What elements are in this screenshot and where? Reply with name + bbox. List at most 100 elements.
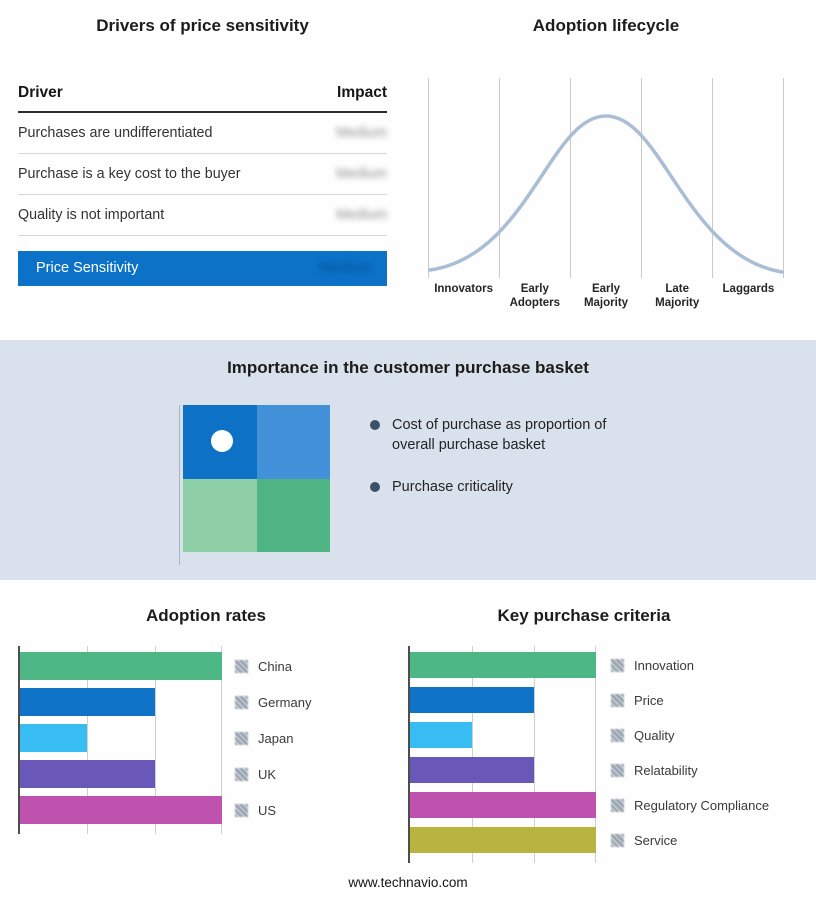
drivers-title: Drivers of price sensitivity — [96, 16, 309, 35]
adoption-rates-chart: China Germany Japan UK US — [18, 646, 311, 834]
bar-area — [408, 646, 596, 863]
legend-label: UK — [258, 766, 277, 782]
key-purchase-criteria-title: Key purchase criteria — [497, 606, 671, 625]
legend-item: Service — [611, 827, 769, 853]
quadrant-cell-bottom-left — [183, 478, 257, 552]
impact-value-blurred: Medium — [319, 260, 371, 276]
grid-column — [571, 78, 642, 278]
purchase-basket-band: Importance in the customer purchase bask… — [0, 340, 816, 580]
purchase-basket-quadrant — [179, 405, 330, 565]
legend-swatch-icon — [611, 728, 624, 742]
legend-label: Innovation — [634, 657, 694, 673]
legend-swatch-icon — [611, 833, 624, 847]
bullet-icon — [370, 482, 380, 493]
price-sensitivity-summary-bar: Price Sensitivity Medium — [18, 251, 387, 286]
legend-label: Service — [634, 832, 678, 848]
legend-item: Innovation — [611, 652, 769, 678]
table-row: Quality is not important Medium — [18, 195, 387, 236]
gridline — [221, 646, 222, 834]
legend-label: China — [258, 658, 292, 674]
stage-label: Innovators — [434, 283, 493, 295]
grid-column — [428, 78, 500, 278]
price-sensitivity-label: Price Sensitivity — [36, 260, 139, 276]
col-driver: Driver — [18, 84, 63, 101]
grid-column — [500, 78, 571, 278]
lifecycle-stage-labels: Innovators Early Adopters Early Majority… — [428, 283, 784, 310]
bar-row — [20, 652, 222, 680]
lifecycle-panel: Adoption lifecycle Innovators Early Adop… — [428, 16, 784, 310]
position-marker-dot — [211, 430, 233, 452]
driver-text: Quality is not important — [18, 207, 165, 223]
legend-swatch-icon — [611, 798, 624, 812]
stage-label: Early Adopters — [509, 283, 561, 309]
bar-regulatory-compliance — [410, 792, 596, 818]
legend-item: UK — [235, 760, 311, 788]
list-item: Purchase criticality — [370, 478, 635, 498]
legend-label: Quality — [634, 727, 675, 743]
quadrant-cell-top-right — [256, 405, 330, 479]
legend: Innovation Price Quality Relatability Regula… — [611, 646, 769, 863]
grid-column — [642, 78, 713, 278]
bullet-text: Cost of purchase as proportion of overal… — [392, 417, 607, 453]
bar-row — [410, 722, 596, 748]
col-impact: Impact — [337, 84, 387, 101]
bar-row — [20, 796, 222, 824]
bar-row — [410, 757, 596, 783]
drivers-panel: Drivers of price sensitivity Driver Impa… — [18, 16, 387, 286]
legend-swatch-icon — [611, 763, 624, 777]
legend-item: Japan — [235, 724, 311, 752]
legend-label: Germany — [258, 694, 312, 710]
drivers-table-header: Driver Impact — [18, 84, 387, 113]
legend-swatch-icon — [235, 695, 248, 709]
bar-row — [20, 724, 222, 752]
website-url: www.technavio.com — [348, 875, 468, 890]
bar-row — [410, 687, 596, 713]
bell-curve — [428, 114, 784, 274]
legend-swatch-icon — [235, 659, 248, 673]
table-row: Purchases are undifferentiated Medium — [18, 113, 387, 154]
bar-area — [18, 646, 222, 834]
gridline — [87, 646, 89, 834]
bar-row — [20, 760, 222, 788]
legend-label: Relatability — [634, 762, 698, 778]
legend-item: Relatability — [611, 757, 769, 783]
quadrant-cell-bottom-right — [256, 478, 330, 552]
bar-row — [20, 688, 222, 716]
legend-item: Price — [611, 687, 769, 713]
bar-china — [20, 652, 222, 680]
lifecycle-title: Adoption lifecycle — [532, 16, 680, 35]
gridline — [154, 646, 156, 834]
gridline — [533, 646, 535, 863]
basket-bullet-list: Cost of purchase as proportion of overal… — [370, 416, 635, 521]
bar-row — [410, 827, 596, 853]
bullet-icon — [370, 420, 380, 430]
legend-item: China — [235, 652, 311, 680]
legend-swatch-icon — [235, 767, 248, 781]
impact-value-blurred: Medium — [336, 125, 387, 141]
grid-column — [713, 78, 784, 278]
bar-price — [410, 687, 534, 713]
impact-value-blurred: Medium — [336, 207, 387, 223]
legend-label: Regulatory Compliance — [634, 797, 770, 813]
bar-us — [20, 796, 222, 824]
legend-swatch-icon — [235, 803, 248, 817]
bar-relatability — [410, 757, 534, 783]
bar-quality — [410, 722, 472, 748]
bar-germany — [20, 688, 155, 716]
driver-text: Purchase is a key cost to the buyer — [18, 166, 241, 182]
gridline — [595, 646, 596, 863]
legend-item: US — [235, 796, 311, 824]
bar-row — [410, 792, 596, 818]
bar-japan — [20, 724, 88, 752]
legend-label: US — [258, 802, 277, 818]
legend-swatch-icon — [611, 693, 624, 707]
driver-text: Purchases are undifferentiated — [18, 125, 213, 141]
impact-value-blurred: Medium — [336, 166, 387, 182]
stage-label: Late Majority — [655, 283, 700, 309]
legend-swatch-icon — [611, 658, 624, 672]
legend-swatch-icon — [235, 731, 248, 745]
table-row: Purchase is a key cost to the buyer Medi… — [18, 154, 387, 195]
legend-label: Price — [634, 692, 664, 708]
legend-label: Japan — [258, 730, 294, 746]
